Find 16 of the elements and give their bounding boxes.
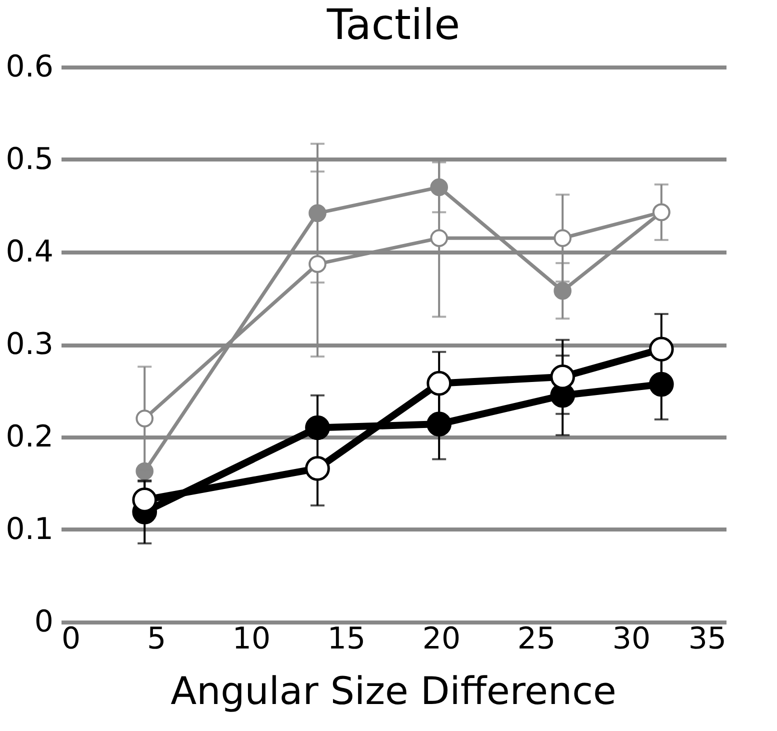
y-tick-label: 0.3 xyxy=(6,327,54,362)
x-tick-label: 35 xyxy=(688,622,726,656)
x-tick-label: 30 xyxy=(612,622,651,656)
x-tick-label: 10 xyxy=(232,622,271,656)
y-tick-label: 0.2 xyxy=(6,420,54,454)
x-tick-label: 15 xyxy=(327,622,366,656)
x-axis-title: Angular Size Difference xyxy=(170,669,616,713)
y-tick-label: 0.5 xyxy=(6,142,54,177)
x-tick-label: 20 xyxy=(422,622,461,656)
x-tick-label: 5 xyxy=(146,622,166,656)
y-tick-label: 0.6 xyxy=(6,50,54,84)
x-tick-label: 25 xyxy=(517,622,556,656)
y-tick-label: 0.4 xyxy=(6,234,54,270)
chart-title: Tactile xyxy=(326,0,460,49)
x-tick-label: 0 xyxy=(62,622,81,656)
y-tick-label: 0.1 xyxy=(6,512,54,547)
